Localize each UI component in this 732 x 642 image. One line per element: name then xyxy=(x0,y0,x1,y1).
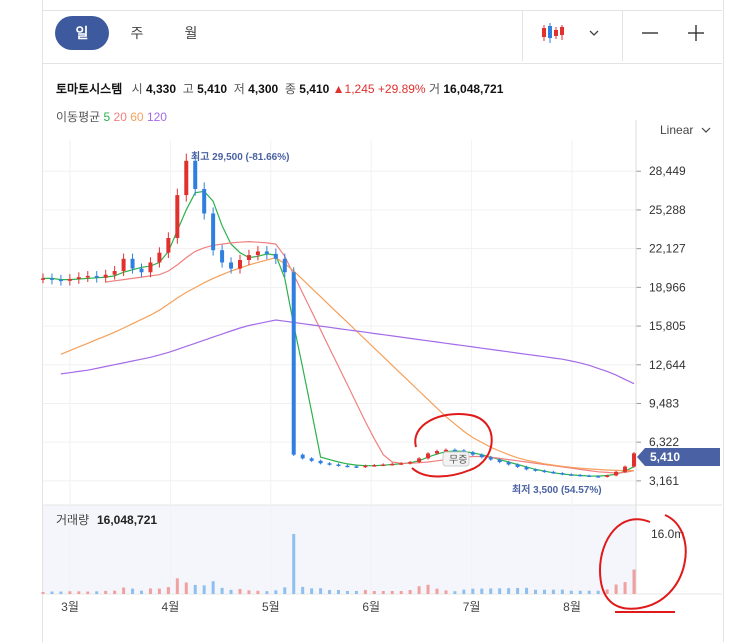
change-value: ▲1,245 xyxy=(332,82,375,96)
stock-name: 토마토시스템 xyxy=(56,82,123,96)
scale-label: Linear xyxy=(660,123,694,137)
open-value: 4,330 xyxy=(145,82,177,96)
chevron-down-icon xyxy=(701,127,711,133)
close-label: 종 xyxy=(284,82,296,96)
minus-icon[interactable] xyxy=(638,16,662,50)
moving-average-legend: 이동평균 5 20 60 120 xyxy=(56,108,167,125)
low-label: 저 xyxy=(233,82,245,96)
ma-60: 60 xyxy=(130,110,144,124)
tab-month[interactable]: 월 xyxy=(184,25,198,41)
scale-selector[interactable]: Linear xyxy=(660,123,711,137)
ma-5: 5 xyxy=(103,110,111,124)
toolbar xyxy=(42,10,722,64)
toolbar-divider xyxy=(522,11,523,61)
toolbar-divider xyxy=(622,11,623,61)
high-value: 5,410 xyxy=(197,82,228,96)
volume-label: 거 xyxy=(428,82,440,96)
change-percent: +29.89% xyxy=(377,82,426,96)
quote-summary: 토마토시스템 시 4,330 고 5,410 저 4,300 종 5,410 ▲… xyxy=(56,80,503,97)
plus-icon[interactable] xyxy=(684,16,708,50)
ma-20: 20 xyxy=(113,110,127,124)
chevron-down-icon[interactable] xyxy=(584,16,604,50)
high-label: 고 xyxy=(182,82,194,96)
ma-label: 이동평균 xyxy=(56,110,101,124)
low-value: 4,300 xyxy=(248,82,279,96)
candlestick-icon[interactable] xyxy=(538,16,568,50)
close-value: 5,410 xyxy=(299,82,330,96)
tab-day[interactable]: 일 xyxy=(55,16,109,50)
chart-frame xyxy=(42,0,724,642)
volume-value: 16,048,721 xyxy=(443,82,504,96)
open-label: 시 xyxy=(131,82,143,96)
ma-120: 120 xyxy=(146,110,167,124)
tab-week[interactable]: 주 xyxy=(130,25,144,41)
